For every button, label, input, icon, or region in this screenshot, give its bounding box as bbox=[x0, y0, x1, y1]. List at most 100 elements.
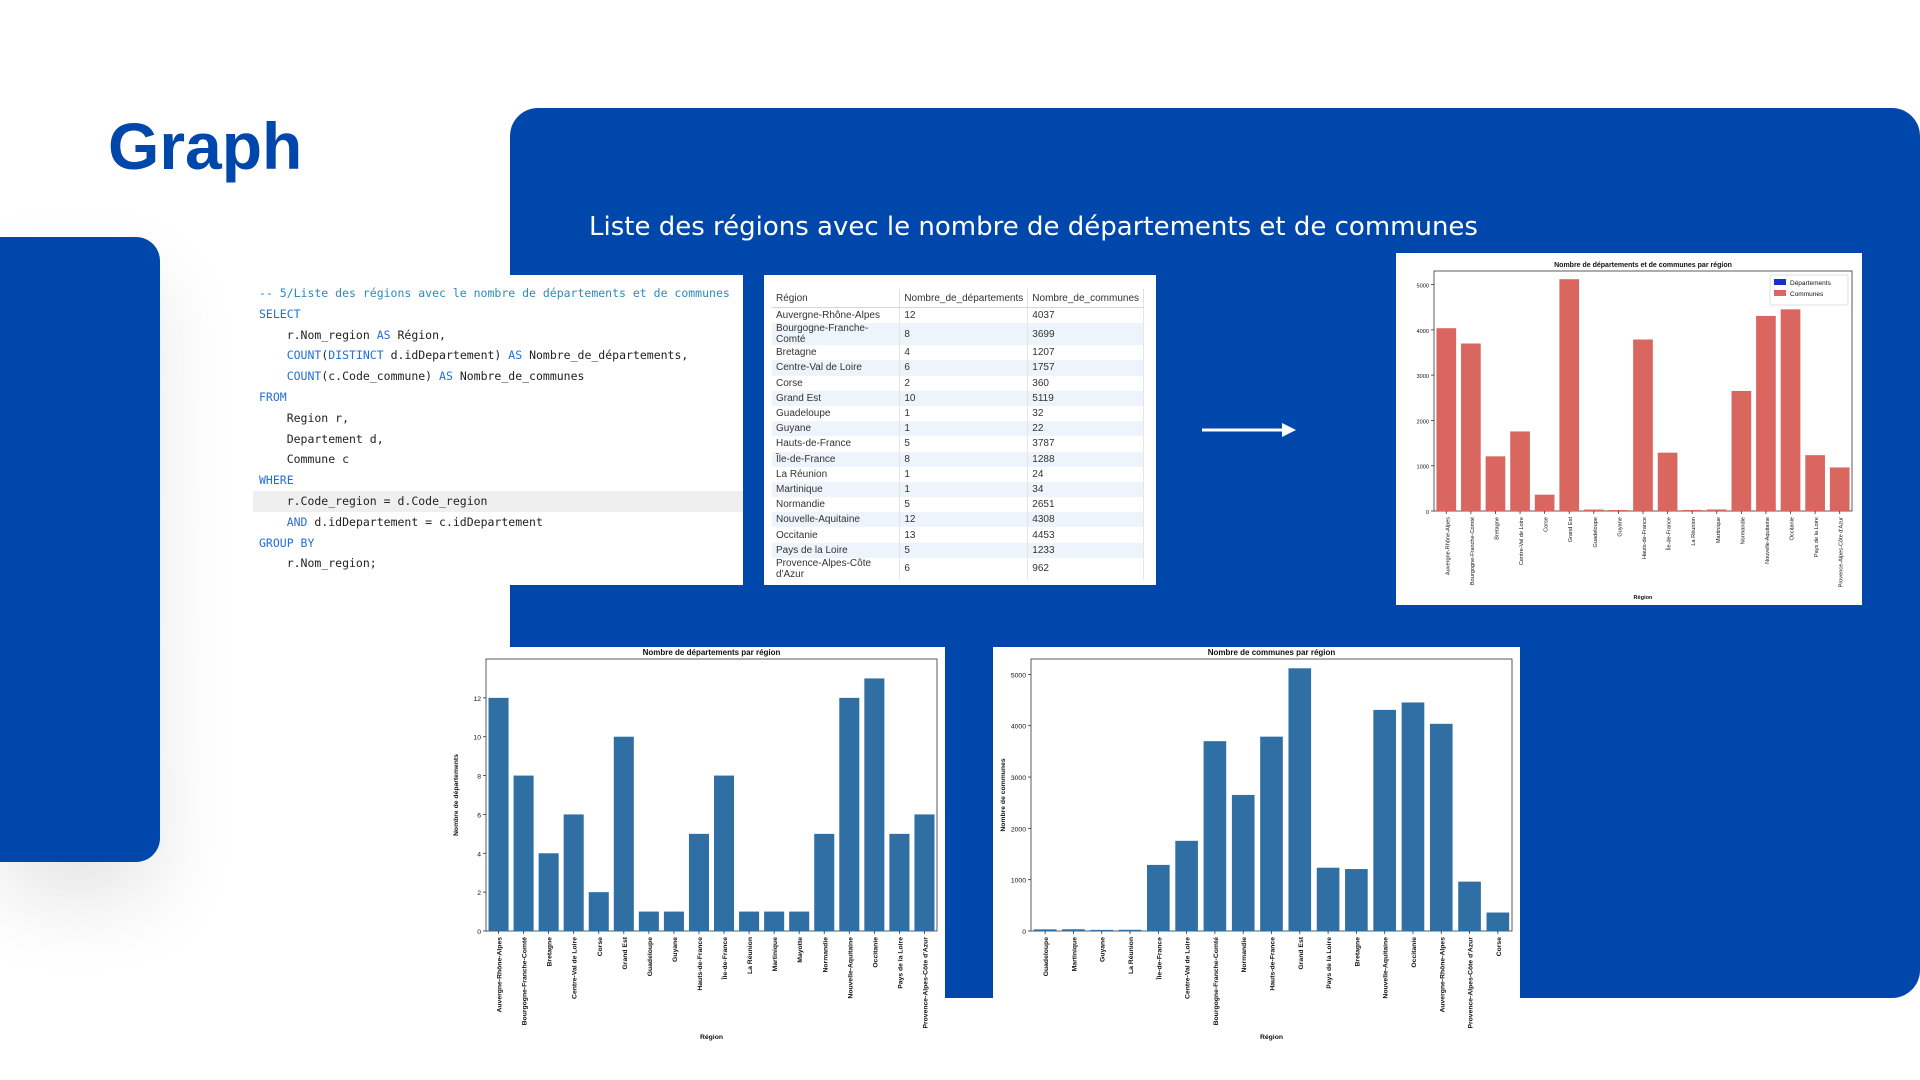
sql-token bbox=[259, 369, 287, 383]
sql-line: WHERE bbox=[253, 470, 743, 491]
table-row: Corse 2 360 bbox=[772, 375, 1144, 391]
bar-communes bbox=[1780, 309, 1801, 511]
departements-bar-chart: Nombre de départements par région 0 2 4 6 8 10… bbox=[446, 647, 945, 1045]
sql-token: Région, bbox=[390, 327, 446, 342]
table-row: Centre-Val de Loire 6 1757 bbox=[772, 360, 1144, 376]
bar bbox=[1090, 929, 1114, 931]
x-tick-label: Bourgogne-Franche-Comté bbox=[522, 937, 529, 1026]
table-header-cell: Nombre_de_départements bbox=[899, 289, 1029, 308]
table-cell: Île-de-France bbox=[772, 451, 901, 467]
x-tick-label: Provence-Alpes-Côte d'Azur bbox=[1468, 937, 1475, 1029]
table-row: Normandie 5 2651 bbox=[772, 497, 1144, 513]
bar bbox=[563, 814, 584, 931]
x-axis-label: Région bbox=[700, 1034, 723, 1041]
bar-communes bbox=[1706, 509, 1727, 511]
sql-token: r.Nom_region; bbox=[259, 556, 377, 571]
sql-token: FROM bbox=[259, 389, 287, 404]
table-cell: 962 bbox=[1027, 557, 1144, 580]
table-cell: Occitanie bbox=[772, 527, 901, 543]
table-cell: 5 bbox=[899, 497, 1029, 513]
chart-svg: Nombre de départements par région 0 2 4 6 8 10… bbox=[453, 648, 938, 1041]
y-tick-label: 3000 bbox=[1011, 775, 1026, 782]
x-tick-label: Grand Est bbox=[1298, 936, 1305, 969]
table-cell: Corse bbox=[772, 375, 901, 391]
x-tick-label: Île-de-France bbox=[1154, 937, 1163, 981]
sql-token: WHERE bbox=[259, 473, 294, 488]
sql-token: ( bbox=[321, 348, 329, 363]
bar-communes bbox=[1682, 509, 1703, 511]
table-row: La Réunion 1 24 bbox=[772, 466, 1144, 482]
table-row: Bourgogne-Franche-Comté 8 3699 bbox=[772, 323, 1144, 346]
y-tick-label: 4000 bbox=[1011, 724, 1026, 731]
table-cell: 4 bbox=[899, 345, 1029, 361]
y-tick-label: 0 bbox=[1022, 929, 1026, 936]
sql-line: COUNT(c.Code_commune) AS Nombre_de_commu… bbox=[253, 366, 743, 387]
bar bbox=[1345, 869, 1368, 931]
bar-communes bbox=[1731, 390, 1752, 511]
legend-swatch bbox=[1774, 290, 1786, 296]
bar-communes bbox=[1633, 339, 1653, 511]
table-cell: 4308 bbox=[1027, 512, 1144, 528]
table-cell: 6 bbox=[899, 557, 1029, 580]
table-cell: Centre-Val de Loire bbox=[772, 360, 901, 376]
bar bbox=[663, 911, 684, 931]
table-cell: 1233 bbox=[1027, 542, 1144, 558]
table-cell: Martinique bbox=[772, 481, 901, 498]
bar bbox=[764, 911, 785, 931]
table-header-cell: Nombre_de_communes bbox=[1027, 289, 1144, 308]
table-cell: 1 bbox=[899, 481, 1029, 498]
chart-title: Nombre de départements et de communes pa… bbox=[1554, 262, 1732, 269]
table-row: Auvergne-Rhône-Alpes 12 4037 bbox=[772, 307, 1144, 324]
x-tick-label: Auvergne-Rhône-Alpes bbox=[1445, 517, 1451, 575]
table-cell: Grand Est bbox=[772, 390, 901, 406]
x-tick-label: Centre-Val de Loire bbox=[572, 937, 579, 999]
table-cell: Auvergne-Rhône-Alpes bbox=[772, 307, 901, 324]
table-cell: 12 bbox=[899, 307, 1029, 324]
bar bbox=[1118, 929, 1142, 931]
sql-token: AS bbox=[508, 348, 523, 363]
x-tick-label: Guadeloupe bbox=[647, 937, 654, 976]
table-cell: 3699 bbox=[1027, 323, 1144, 346]
y-tick-label: 12 bbox=[473, 696, 481, 703]
slide-subtitle: Liste des régions avec le nombre de dépa… bbox=[589, 212, 1478, 242]
sql-token: AND bbox=[286, 514, 308, 529]
table-cell: 13 bbox=[899, 527, 1029, 543]
table-cell: Nouvelle-Aquitaine bbox=[772, 512, 901, 528]
table-row: Nouvelle-Aquitaine 12 4308 bbox=[772, 512, 1144, 528]
bar bbox=[1486, 912, 1510, 931]
bar bbox=[1288, 668, 1312, 931]
bar bbox=[1147, 864, 1170, 931]
bar bbox=[1401, 702, 1425, 931]
x-tick-label: Nouvelle-Aquitaine bbox=[1765, 517, 1771, 564]
x-tick-label: Normandie bbox=[822, 937, 829, 973]
x-tick-label: Nouvelle-Aquitaine bbox=[1383, 937, 1390, 999]
x-tick-label: Normandie bbox=[1241, 937, 1248, 973]
x-tick-label: Guyane bbox=[1100, 937, 1107, 962]
x-tick-label: Corse bbox=[1544, 517, 1550, 532]
bar bbox=[914, 814, 935, 931]
bar-communes bbox=[1485, 456, 1506, 511]
x-tick-label: Corse bbox=[1496, 937, 1503, 956]
bar bbox=[739, 911, 760, 931]
table-cell: 5 bbox=[899, 542, 1029, 558]
table-row: Guyane 1 22 bbox=[772, 421, 1144, 437]
x-axis-label: Région bbox=[1634, 595, 1654, 601]
bar bbox=[688, 833, 709, 931]
result-table: Région Nombre_de_départements Nombre_de_co… bbox=[772, 289, 1144, 580]
x-tick-label: Pays de la Loire bbox=[1326, 937, 1333, 989]
bar bbox=[613, 736, 634, 931]
bar-communes bbox=[1829, 467, 1850, 511]
x-tick-label: Auvergne-Rhône-Alpes bbox=[1439, 937, 1446, 1013]
x-tick-label: Pays de la Loire bbox=[897, 937, 904, 989]
left-accent-panel bbox=[0, 237, 160, 862]
x-tick-label: Nouvelle-Aquitaine bbox=[847, 937, 854, 999]
sql-line: SELECT bbox=[253, 304, 743, 325]
x-tick-label: Martinique bbox=[1071, 937, 1078, 972]
slide-title: Graph bbox=[108, 109, 303, 183]
table-row: Hauts-de-France 5 3787 bbox=[772, 436, 1144, 452]
x-tick-label: Martinique bbox=[1716, 517, 1722, 543]
x-tick-label: Guadeloupe bbox=[1593, 517, 1599, 547]
bar-communes bbox=[1461, 343, 1481, 511]
table-header-cell: Région bbox=[772, 289, 901, 308]
table-cell: 24 bbox=[1027, 466, 1144, 482]
